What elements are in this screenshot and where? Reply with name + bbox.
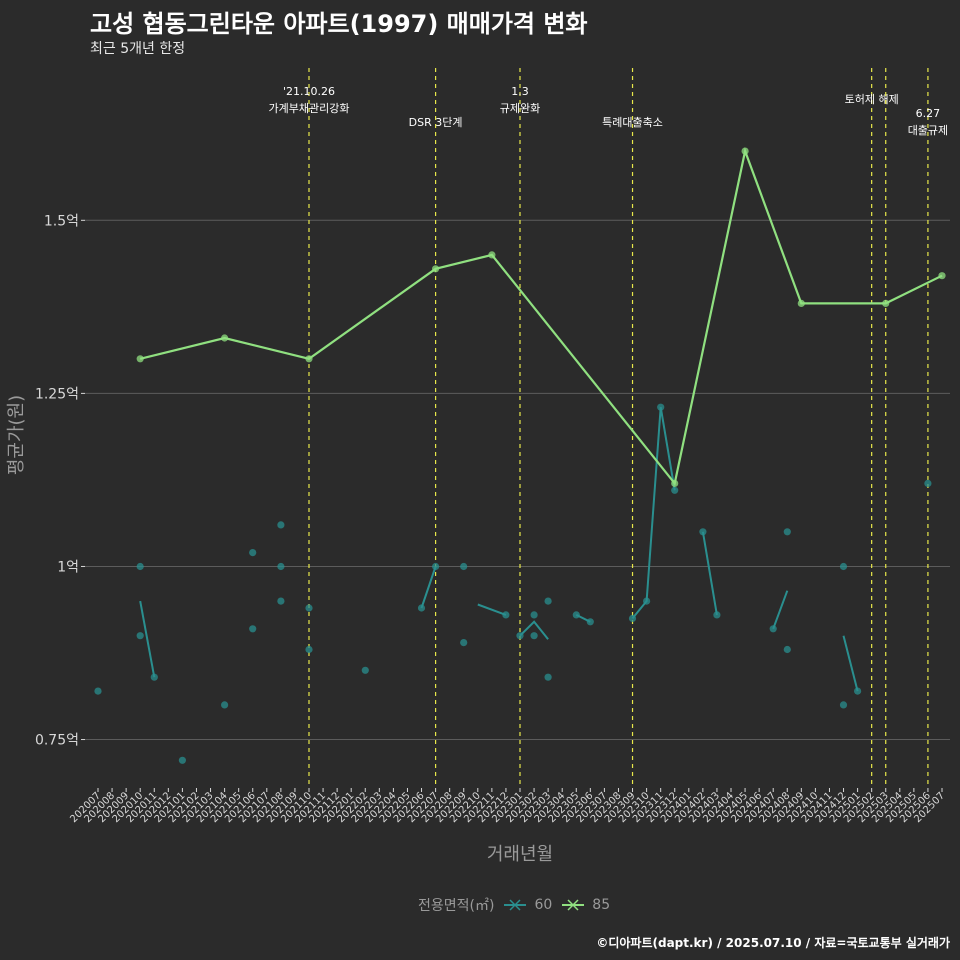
series-60-point xyxy=(221,701,229,709)
series-85-point xyxy=(741,147,749,155)
event-label: 6.27 xyxy=(916,107,941,120)
y-tick-label: 1.25억 xyxy=(35,386,79,402)
event-label: DSR 3단계 xyxy=(409,116,463,129)
series-60-point xyxy=(643,597,651,605)
series-60-point xyxy=(839,701,848,709)
x-axis-label: 거래년월 xyxy=(487,844,553,865)
y-tick-label: 1억 xyxy=(57,559,79,575)
event-label: 대출규제 xyxy=(908,124,948,137)
series-60-point xyxy=(277,562,285,571)
series-60-line xyxy=(420,566,437,609)
series-60-line xyxy=(772,590,789,630)
series-60-point xyxy=(305,604,313,612)
series-60-point xyxy=(460,639,468,647)
event-label: 특례대출축소 xyxy=(602,116,663,129)
event-label: '21.10.26 xyxy=(283,85,335,98)
series-60-point xyxy=(417,604,426,612)
series-60-point xyxy=(713,611,721,619)
legend-label-85: 85 xyxy=(592,897,611,913)
legend-swatch-60 xyxy=(504,899,527,911)
legend: 전용면적(㎡) 60 85 xyxy=(418,895,610,915)
series-85-point xyxy=(488,251,496,259)
series-60-point xyxy=(544,597,552,605)
series-60-point xyxy=(657,403,665,411)
series-60-point xyxy=(628,614,637,623)
series-60-point xyxy=(277,597,285,605)
series-85-point xyxy=(136,355,144,363)
series-85-point xyxy=(221,334,229,342)
event-label: 규제완화 xyxy=(500,102,540,115)
series-60-line xyxy=(631,407,676,620)
series-60-point xyxy=(769,625,777,633)
series-60-point xyxy=(671,486,679,494)
series-85-point xyxy=(305,355,313,363)
legend-title: 전용면적(㎡) xyxy=(418,898,495,914)
series-60-point xyxy=(516,632,524,640)
series-60-point xyxy=(94,687,102,695)
series-60-line xyxy=(139,600,156,678)
series-60-point xyxy=(783,645,791,654)
series-60-point xyxy=(305,645,313,654)
chart-title: 고성 협동그린타운 아파트(1997) 매매가격 변화 xyxy=(90,10,588,38)
series-60-point xyxy=(178,756,186,764)
series-60-point xyxy=(136,562,144,571)
series-85-point xyxy=(797,299,805,307)
series-60-point xyxy=(586,618,594,626)
series-60-point xyxy=(544,673,552,681)
series-85-point xyxy=(938,272,946,280)
series-60-point xyxy=(839,562,848,571)
y-tick-label: 1.5억 xyxy=(44,213,79,229)
event-label: 1.3 xyxy=(511,85,529,98)
legend-swatch-85 xyxy=(562,899,585,911)
series-60-point xyxy=(530,632,538,640)
series-60-point xyxy=(150,673,158,681)
series-60-point xyxy=(361,666,369,674)
series-60-point xyxy=(924,479,932,487)
series-60-line xyxy=(842,635,859,692)
chart-subtitle: 최근 5개년 한정 xyxy=(90,41,186,57)
series-60-point xyxy=(460,562,468,571)
series-60-point xyxy=(277,521,285,529)
series-60-point xyxy=(854,687,862,695)
series-60-point xyxy=(502,611,510,619)
series-60-point xyxy=(249,549,257,557)
source-caption: ©디아파트(dapt.kr) / 2025.07.10 / 자료=국토교통부 실… xyxy=(596,936,950,950)
series-60-point xyxy=(783,528,791,536)
series-60-point xyxy=(249,625,257,633)
series-60-point xyxy=(699,528,707,536)
series-60-point xyxy=(432,562,440,571)
series-85-point xyxy=(671,479,679,487)
legend-item-60: 60 xyxy=(502,897,552,913)
y-axis-label: 평균가(원) xyxy=(6,395,27,475)
legend-label-60: 60 xyxy=(534,897,553,913)
series-60-line xyxy=(477,603,507,616)
event-label: 토허제 해제 xyxy=(845,92,899,106)
event-label: 가계부채관리강화 xyxy=(269,102,350,115)
series-85-point xyxy=(432,265,440,273)
y-tick-label: 0.75억 xyxy=(35,733,79,749)
series-60-point xyxy=(530,611,538,619)
series-85-line xyxy=(139,147,943,486)
series-60-point xyxy=(572,611,580,619)
legend-item-85: 85 xyxy=(560,897,610,913)
series-60-point xyxy=(136,632,144,640)
series-60-line xyxy=(701,531,718,616)
series-60-line xyxy=(519,620,549,640)
series-85-point xyxy=(882,299,890,307)
